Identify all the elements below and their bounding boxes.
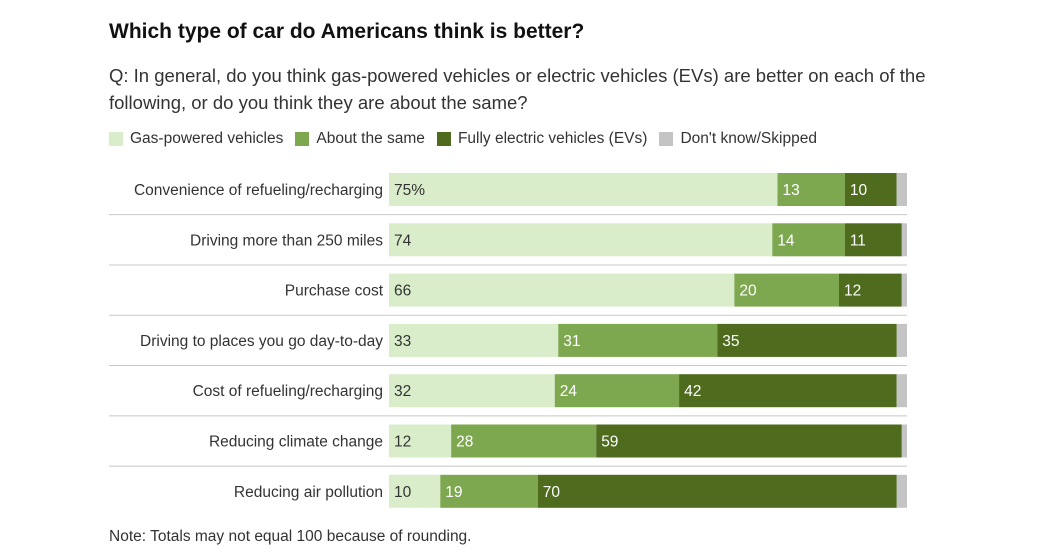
- category-label-driving-to-places-you-go-day-to-day: Driving to places you go day-to-day: [140, 333, 383, 350]
- bar-segment-gas-reducing-air-pollution: [389, 474, 441, 508]
- bar-segment-gas-driving-to-places-you-go-day-to-day: [389, 323, 559, 357]
- data-label-gas-convenience-of-refueling-recharging: 75%: [394, 182, 425, 199]
- category-label-reducing-air-pollution: Reducing air pollution: [234, 484, 383, 501]
- bar-segment-same-reducing-air-pollution: [440, 474, 538, 508]
- legend-label-ev: Fully electric vehicles (EVs): [457, 130, 648, 147]
- bar-segment-same-cost-of-refueling-recharging: [554, 374, 680, 408]
- legend-swatch-gas: [109, 132, 123, 146]
- legend-swatch-same: [295, 132, 310, 146]
- legend-label-same: About the same: [316, 130, 425, 147]
- chart-title: Which type of car do Americans think is …: [109, 20, 585, 43]
- bar-segment-dk-driving-to-places-you-go-day-to-day: [896, 323, 907, 357]
- bar-segment-ev-driving-to-places-you-go-day-to-day: [717, 323, 897, 357]
- category-label-driving-more-than-250-miles: Driving more than 250 miles: [190, 232, 383, 249]
- bar-segment-gas-convenience-of-refueling-recharging: [389, 173, 778, 206]
- legend-item-dk: Don't know/Skipped: [659, 130, 817, 148]
- legend-label-gas: Gas-powered vehicles: [130, 130, 284, 147]
- bar-segment-same-purchase-cost: [734, 273, 839, 307]
- bar-segment-same-reducing-climate-change: [451, 424, 597, 458]
- data-label-ev-driving-to-places-you-go-day-to-day: 35: [722, 333, 739, 350]
- data-label-gas-cost-of-refueling-recharging: 32: [394, 383, 411, 400]
- bar-segment-dk-reducing-climate-change: [901, 424, 907, 458]
- data-label-gas-reducing-climate-change: 12: [394, 434, 411, 451]
- category-label-purchase-cost: Purchase cost: [285, 283, 384, 300]
- bar-segment-dk-purchase-cost: [901, 273, 907, 307]
- bar-segment-ev-reducing-climate-change: [596, 424, 902, 458]
- bar-segment-same-convenience-of-refueling-recharging: [777, 173, 845, 206]
- bar-segment-dk-driving-more-than-250-miles: [901, 223, 907, 257]
- legend: Gas-powered vehicles About the same Full…: [109, 130, 829, 148]
- bar-segment-gas-driving-more-than-250-miles: [389, 223, 773, 257]
- bar-segment-gas-cost-of-refueling-recharging: [389, 374, 555, 408]
- bar-segment-ev-purchase-cost: [838, 273, 902, 307]
- data-label-ev-convenience-of-refueling-recharging: 10: [850, 182, 868, 199]
- bar-segment-dk-convenience-of-refueling-recharging: [896, 173, 907, 206]
- legend-swatch-dk: [659, 132, 674, 146]
- bar-segment-ev-driving-more-than-250-miles: [844, 223, 902, 257]
- bar-segment-same-driving-to-places-you-go-day-to-day: [558, 323, 718, 357]
- bar-segment-dk-cost-of-refueling-recharging: [896, 374, 907, 408]
- category-label-cost-of-refueling-recharging: Cost of refueling/recharging: [193, 383, 383, 400]
- data-label-same-cost-of-refueling-recharging: 24: [560, 383, 578, 400]
- data-label-same-reducing-climate-change: 28: [456, 434, 473, 451]
- data-label-ev-purchase-cost: 12: [844, 283, 861, 300]
- legend-item-same: About the same: [295, 130, 425, 148]
- bar-segment-ev-cost-of-refueling-recharging: [679, 374, 897, 408]
- data-label-gas-driving-to-places-you-go-day-to-day: 33: [394, 333, 411, 350]
- bar-segment-ev-reducing-air-pollution: [537, 474, 897, 508]
- data-label-gas-purchase-cost: 66: [394, 283, 411, 300]
- legend-label-dk: Don't know/Skipped: [680, 130, 817, 147]
- data-label-ev-cost-of-refueling-recharging: 42: [684, 383, 701, 400]
- category-label-reducing-climate-change: Reducing climate change: [209, 434, 383, 451]
- bar-segment-same-driving-more-than-250-miles: [772, 223, 845, 257]
- bar-segment-gas-reducing-climate-change: [389, 424, 452, 458]
- bar-segment-gas-purchase-cost: [389, 273, 735, 307]
- data-label-same-purchase-cost: 20: [739, 283, 757, 300]
- chart-subtitle: Q: In general, do you think gas-powered …: [109, 65, 926, 113]
- data-label-same-convenience-of-refueling-recharging: 13: [783, 182, 800, 199]
- data-label-ev-reducing-climate-change: 59: [601, 434, 618, 451]
- chart-note: Note: Totals may not equal 100 because o…: [109, 528, 472, 545]
- bar-segment-ev-convenience-of-refueling-recharging: [844, 173, 897, 206]
- legend-swatch-ev: [436, 132, 451, 146]
- data-label-gas-driving-more-than-250-miles: 74: [394, 232, 412, 249]
- legend-item-gas: Gas-powered vehicles: [109, 130, 283, 148]
- data-label-gas-reducing-air-pollution: 10: [394, 484, 412, 501]
- data-label-ev-reducing-air-pollution: 70: [543, 484, 561, 501]
- data-label-ev-driving-more-than-250-miles: 11: [850, 232, 866, 249]
- data-label-same-driving-to-places-you-go-day-to-day: 31: [563, 333, 580, 350]
- category-label-convenience-of-refueling-recharging: Convenience of refueling/recharging: [134, 182, 383, 199]
- legend-item-ev: Fully electric vehicles (EVs): [436, 130, 648, 148]
- data-label-same-reducing-air-pollution: 19: [445, 484, 462, 501]
- bar-segment-dk-reducing-air-pollution: [896, 474, 907, 508]
- data-label-same-driving-more-than-250-miles: 14: [777, 232, 795, 249]
